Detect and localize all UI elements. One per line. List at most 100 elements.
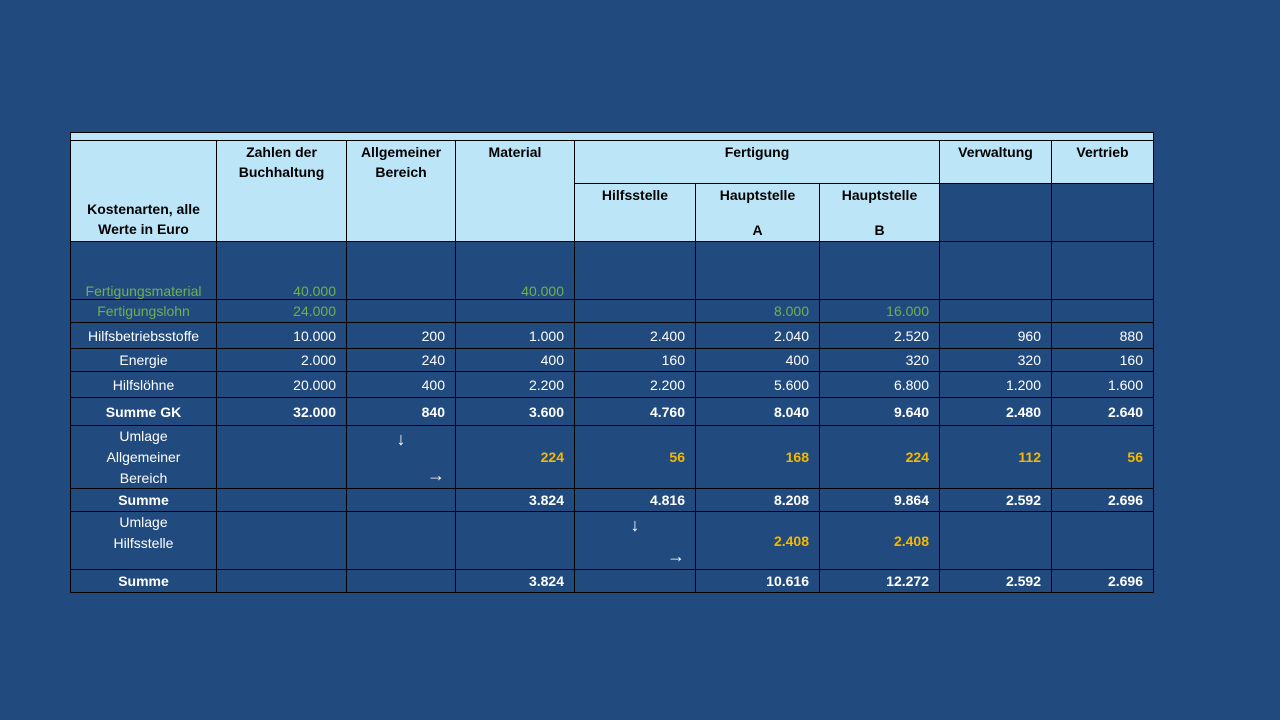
cell-value: 2.000 (300, 352, 336, 368)
header-cell: Hauptstelle A (695, 183, 820, 242)
value-cell (1051, 241, 1154, 300)
value-cell (1051, 511, 1154, 570)
value-cell (574, 241, 696, 300)
value-cell: 56 (574, 425, 696, 489)
value-cell: 320 (939, 348, 1052, 372)
cell-value: 2.592 (1005, 492, 1041, 508)
value-cell: 2.408 (819, 511, 940, 570)
cell-value: 20.000 (293, 376, 336, 393)
row-label: Umlage Hilfsstelle (113, 514, 174, 551)
header-cell: Material (455, 140, 575, 242)
cell-value: 2.640 (1107, 403, 1143, 420)
cell-value: 400 (785, 352, 809, 368)
cell-value: 3.824 (528, 492, 564, 508)
cell-value: 160 (661, 352, 685, 368)
cell-value: 8.208 (773, 492, 809, 508)
arrow: ↓ (630, 515, 640, 535)
cell-value: 960 (1017, 327, 1041, 344)
value-cell: 3.824 (455, 569, 575, 593)
value-cell: 40.000 (216, 241, 347, 300)
header-label: Material (488, 144, 542, 160)
cell-value: 9.640 (893, 403, 929, 420)
cell-value: 320 (905, 352, 929, 368)
row-label-cell: Umlage Allgemeiner Bereich (70, 425, 217, 489)
header-cell: Kostenarten, alle Werte in Euro (70, 140, 217, 242)
value-cell: 40.000 (455, 241, 575, 300)
value-cell: 2.400 (574, 322, 696, 349)
header-label: Kostenarten, alle Werte in Euro (87, 201, 200, 237)
row-label: Energie (119, 352, 168, 368)
value-cell: 2.000 (216, 348, 347, 372)
cell-value: 8.000 (773, 303, 809, 319)
cell-value: 224 (905, 449, 929, 465)
row-label: Summe (118, 573, 169, 589)
value-cell (939, 511, 1052, 570)
value-cell (216, 511, 347, 570)
cell-value: 2.520 (893, 327, 929, 344)
cell-value: 160 (1119, 352, 1143, 368)
cell-value: 1.600 (1107, 376, 1143, 393)
header-cell: Zahlen der Buchhaltung (216, 140, 347, 242)
value-cell: 200 (346, 322, 456, 349)
header-cell (1051, 183, 1154, 242)
value-cell: 8.208 (695, 488, 820, 512)
cell-value: 2.040 (773, 327, 809, 344)
cell-value: 16.000 (886, 303, 929, 319)
cell-value: 56 (1127, 449, 1143, 465)
row-label: Hilfsbetriebsstoffe (87, 327, 199, 344)
header-cell (939, 183, 1052, 242)
arrow: ↓ (396, 429, 406, 449)
value-cell (574, 299, 696, 323)
value-cell: 1.000 (455, 322, 575, 349)
cell-value: 40.000 (293, 283, 336, 299)
value-cell (819, 241, 940, 300)
row-label: Summe GK (105, 403, 182, 420)
cell-value: 240 (421, 352, 445, 368)
value-cell: 960 (939, 322, 1052, 349)
header-cell: Allgemeiner Bereich (346, 140, 456, 242)
cell-value: 40.000 (521, 283, 564, 299)
value-cell: 3.824 (455, 488, 575, 512)
cell-value: 4.816 (649, 492, 685, 508)
arrow: → (667, 546, 685, 566)
cell-value: 2.696 (1107, 573, 1143, 589)
value-cell: 2.520 (819, 322, 940, 349)
value-cell: 56 (1051, 425, 1154, 489)
value-cell (1051, 299, 1154, 323)
value-cell: 4.760 (574, 397, 696, 426)
value-cell: 2.200 (455, 371, 575, 398)
cell-value: 3.824 (528, 573, 564, 589)
value-cell: 240 (346, 348, 456, 372)
value-cell: 10.000 (216, 322, 347, 349)
value-cell: 5.600 (695, 371, 820, 398)
value-cell: 840 (346, 397, 456, 426)
header-cell: Hauptstelle B (819, 183, 940, 242)
value-cell (695, 241, 820, 300)
value-cell: 3.600 (455, 397, 575, 426)
value-cell: 1.600 (1051, 371, 1154, 398)
value-cell: 16.000 (819, 299, 940, 323)
value-cell: 2.040 (695, 322, 820, 349)
header-cell: Fertigung (574, 140, 940, 184)
row-label-cell: Hilfsbetriebsstoffe (70, 322, 217, 349)
header-label: Vertrieb (1076, 144, 1129, 160)
cell-value: 880 (1119, 327, 1143, 344)
row-label: Hilfslöhne (112, 376, 175, 393)
value-cell: 6.800 (819, 371, 940, 398)
value-cell: 2.592 (939, 488, 1052, 512)
value-cell: ↓ → (346, 425, 456, 489)
row-label: Umlage Allgemeiner Bereich (106, 427, 181, 486)
cell-value: 24.000 (293, 303, 336, 319)
value-cell: 4.816 (574, 488, 696, 512)
value-cell: 400 (346, 371, 456, 398)
value-cell (574, 569, 696, 593)
value-cell: 320 (819, 348, 940, 372)
cell-value: 10.616 (766, 573, 809, 589)
header-label: Verwaltung (958, 144, 1033, 160)
value-cell: 2.696 (1051, 569, 1154, 593)
header-label: Hauptstelle (841, 187, 918, 203)
row-label-cell: Umlage Hilfsstelle (70, 511, 217, 570)
header-label: B (874, 222, 885, 238)
value-cell: 400 (455, 348, 575, 372)
header-label: Hauptstelle (719, 187, 796, 203)
